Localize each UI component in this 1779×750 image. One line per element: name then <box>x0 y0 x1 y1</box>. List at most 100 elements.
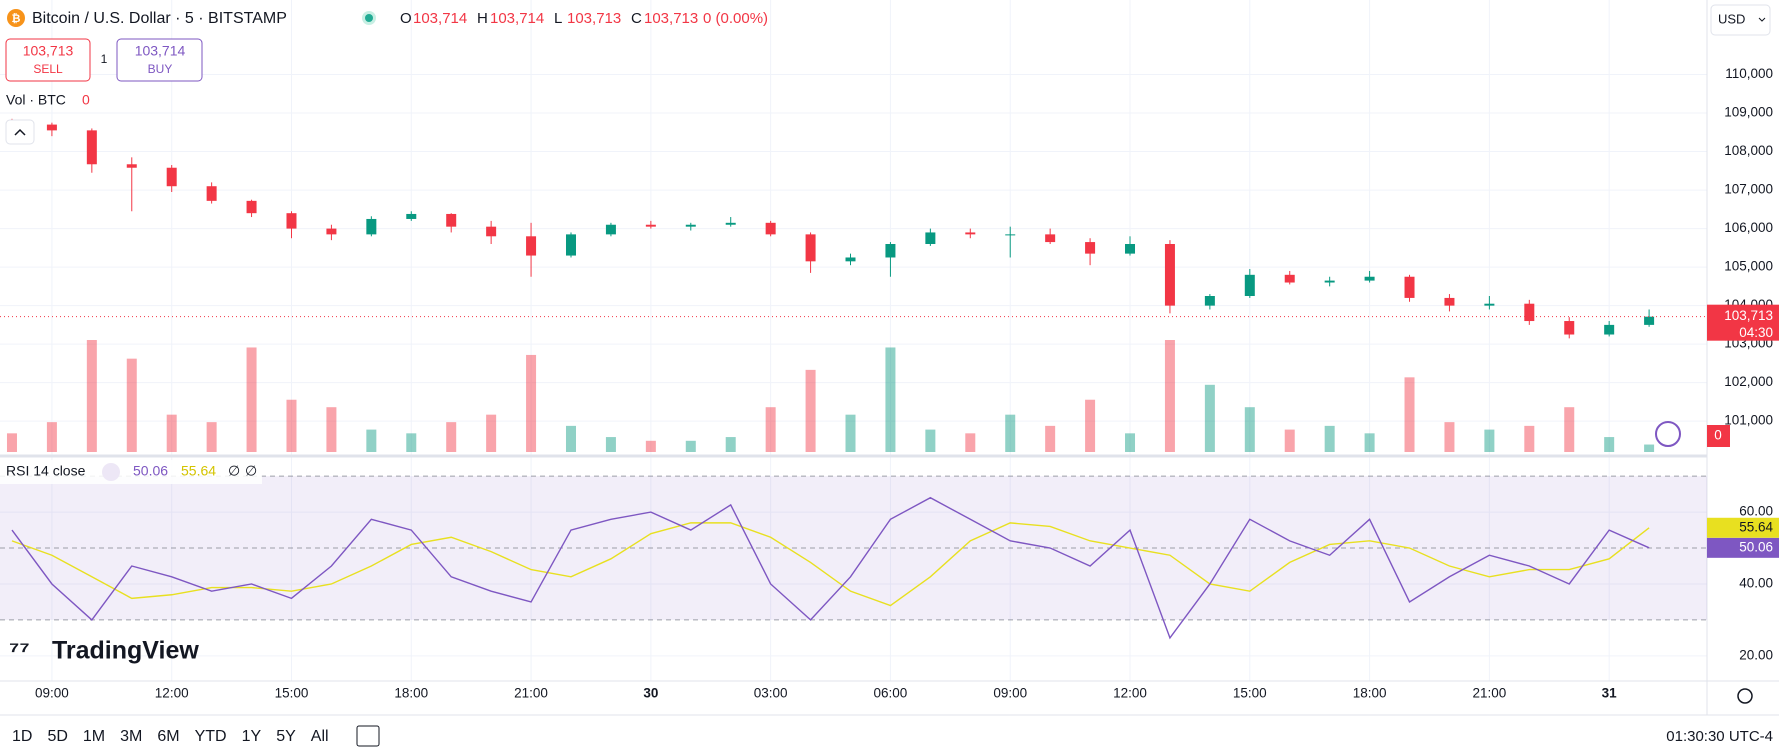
volume-bar <box>246 347 257 452</box>
x-tick-label: 06:00 <box>874 686 908 701</box>
x-tick-label: 09:00 <box>35 686 69 701</box>
range-button[interactable]: 3M <box>120 728 142 745</box>
candle-body <box>1125 244 1136 254</box>
y-tick-label: 110,000 <box>1725 66 1773 81</box>
ohlc-value: 103,714 <box>490 10 544 27</box>
rsi-legend-extra: ∅ <box>228 463 240 479</box>
x-tick-label: 21:00 <box>1472 686 1506 701</box>
logo[interactable]: ⁷⁷ <box>9 637 30 665</box>
btc-icon <box>7 9 25 27</box>
change: 0 (0.00%) <box>703 10 768 27</box>
volume-bar <box>565 425 576 452</box>
logo-text[interactable]: TradingView <box>52 637 199 665</box>
rsi-icon[interactable] <box>102 463 120 481</box>
volume-title: Vol · BTC <box>6 92 66 108</box>
candle-body <box>1404 276 1415 298</box>
x-tick-label: 15:00 <box>1233 686 1267 701</box>
volume-bar <box>1644 444 1655 452</box>
volume-bar <box>925 429 936 452</box>
x-tick-label: 18:00 <box>394 686 428 701</box>
volume-bar <box>286 399 297 452</box>
candle-body <box>406 213 417 219</box>
volume-bar <box>845 414 856 452</box>
rsi-legend-bg <box>0 460 262 484</box>
range-button[interactable]: 1Y <box>242 728 262 745</box>
volume-bar <box>166 414 177 452</box>
candle-body <box>1244 274 1255 296</box>
candle-body <box>1204 296 1215 306</box>
sell-label: SELL <box>33 62 63 76</box>
volume-bar <box>206 422 217 452</box>
range-button[interactable]: 5D <box>47 728 67 745</box>
y-tick-label: 108,000 <box>1724 143 1773 158</box>
range-button[interactable]: All <box>311 728 329 745</box>
volume-bar <box>1364 433 1375 452</box>
volume-bar <box>526 354 537 452</box>
candle-body <box>1324 280 1335 283</box>
calendar-icon[interactable] <box>356 725 380 747</box>
rsi-value-label: 50.06 <box>1739 539 1773 554</box>
y-tick-label: 101,000 <box>1724 413 1773 428</box>
range-button[interactable]: 5Y <box>276 728 296 745</box>
candle-body <box>1644 316 1655 325</box>
ohlc-value: 103,713 <box>644 10 698 27</box>
range-button[interactable]: 1M <box>83 728 105 745</box>
volume-bar <box>605 437 616 452</box>
x-tick-label: 31 <box>1602 686 1618 701</box>
collapse-icon <box>14 128 26 136</box>
volume-bar <box>1604 437 1615 452</box>
symbol-title[interactable]: Bitcoin / U.S. Dollar · 5 · BITSTAMP <box>32 10 287 27</box>
last-price-box <box>1707 304 1779 341</box>
rsi-line <box>11 496 1650 640</box>
candle-body <box>46 124 57 131</box>
volume-last-box <box>1707 425 1730 447</box>
lightning-icon[interactable] <box>1655 421 1681 447</box>
sell-button[interactable] <box>5 38 91 82</box>
candle-body <box>805 234 816 262</box>
candle-body <box>925 232 936 244</box>
rsi-value-box <box>1707 517 1779 538</box>
candle-body <box>206 186 217 201</box>
candle-body <box>1564 321 1575 335</box>
candle-body <box>1524 303 1535 322</box>
x-tick-label: 18:00 <box>1353 686 1387 701</box>
btc-glyph: ₿ <box>12 13 21 25</box>
candle-body <box>885 244 896 258</box>
candle-body <box>166 167 177 187</box>
x-tick-label: 12:00 <box>1113 686 1147 701</box>
volume-bar <box>1564 407 1575 452</box>
volume-bar <box>645 440 656 452</box>
quantity[interactable]: 1 <box>101 52 108 66</box>
range-button[interactable]: YTD <box>195 728 227 745</box>
volume-bar <box>765 407 776 452</box>
settings-icon[interactable] <box>1737 688 1753 704</box>
volume-bar <box>1125 433 1136 452</box>
candle-body <box>965 232 976 235</box>
volume-bar <box>1324 425 1335 452</box>
collapse-button[interactable] <box>5 119 35 145</box>
range-button[interactable]: 1D <box>12 728 32 745</box>
volume-bar <box>126 358 137 452</box>
y-tick-label: 105,000 <box>1724 259 1773 274</box>
volume-bar <box>1085 399 1096 452</box>
range-button[interactable]: 6M <box>157 728 179 745</box>
x-tick-label: 03:00 <box>754 686 788 701</box>
volume-bar <box>1204 384 1215 452</box>
volume-bar <box>725 437 736 452</box>
volume-bar <box>446 422 457 452</box>
candle-body <box>645 224 656 227</box>
clock[interactable]: 01:30:30 UTC-4 <box>1666 728 1773 745</box>
volume-bar <box>1524 425 1535 452</box>
candle-body <box>1444 297 1455 306</box>
currency-button[interactable] <box>1710 4 1771 36</box>
sell-price: 103,713 <box>23 43 74 59</box>
ohlc-key: L <box>554 10 562 27</box>
x-tick-label: 12:00 <box>155 686 189 701</box>
volume-bar <box>1404 377 1415 452</box>
candle-body <box>366 218 377 235</box>
rsi-ma-legend-value: 55.64 <box>181 463 216 479</box>
rsi-legend-extra: ∅ <box>245 463 257 479</box>
buy-button[interactable] <box>116 38 203 82</box>
candle-body <box>765 222 776 235</box>
